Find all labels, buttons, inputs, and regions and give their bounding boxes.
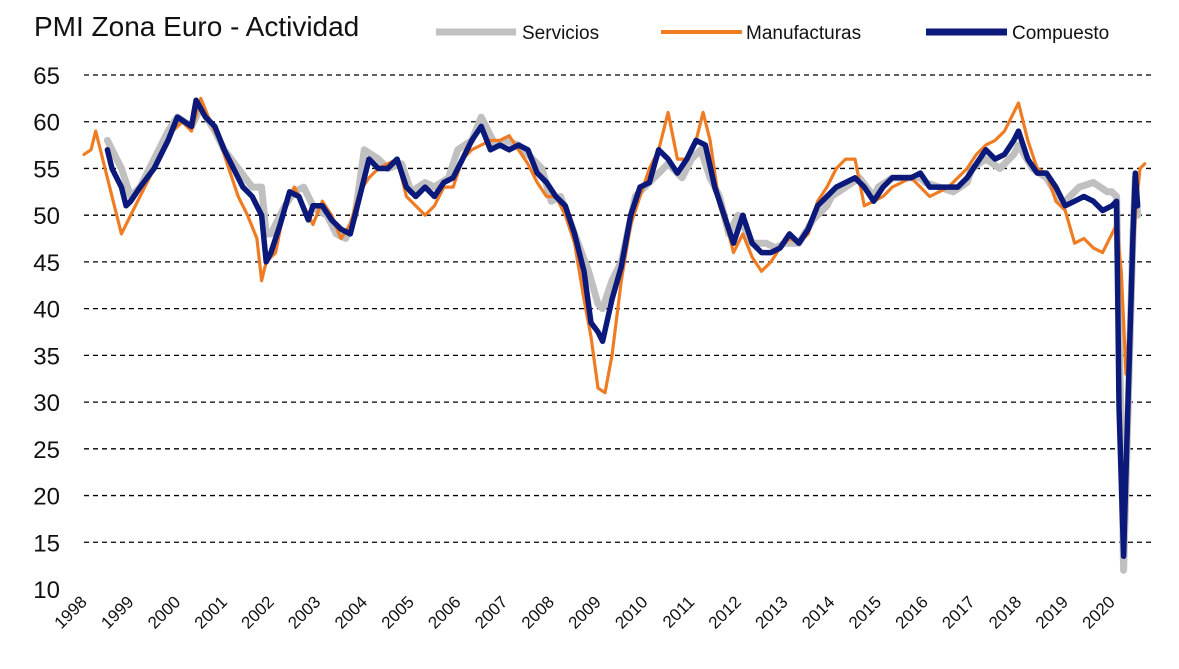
y-tick-label: 30	[33, 390, 60, 417]
gridlines	[84, 74, 1154, 543]
legend-label-compuesto: Compuesto	[1012, 23, 1109, 44]
y-tick-label: 65	[33, 63, 60, 90]
x-tick-label: 2006	[424, 592, 464, 632]
x-tick-label: 2010	[611, 592, 651, 632]
y-tick-label: 55	[33, 156, 60, 183]
x-tick-label: 2009	[565, 592, 605, 632]
x-tick-label: 2005	[378, 592, 418, 632]
y-tick-label: 10	[33, 577, 60, 604]
y-tick-label: 15	[33, 530, 60, 557]
x-tick-label: 2017	[938, 592, 978, 632]
y-tick-label: 20	[33, 484, 60, 511]
x-tick-label: 2015	[845, 592, 885, 632]
x-tick-label: 1999	[97, 592, 137, 632]
legend: Servicios Manufacturas Compuesto	[436, 23, 1109, 44]
series-line-manufacturas	[82, 96, 1147, 395]
x-tick-label: 2000	[144, 592, 184, 632]
legend-label-manufacturas: Manufacturas	[746, 23, 861, 44]
x-tick-label: 2007	[471, 592, 511, 632]
x-tick-label: 2001	[191, 592, 231, 632]
x-tick-label: 2012	[705, 592, 745, 632]
y-tick-label: 35	[33, 343, 60, 370]
x-tick-label: 2019	[1032, 592, 1072, 632]
x-tick-label: 2016	[892, 592, 932, 632]
y-tick-label: 40	[33, 297, 60, 324]
y-axis-ticks: 65 60 55 50 45 40 35 30 25 20 15 10	[33, 63, 60, 604]
x-axis-ticks: 1998 1999 2000 2001 2002 2003 2004 2005 2006 2007…	[51, 592, 1119, 632]
legend-label-servicios: Servicios	[522, 23, 599, 44]
series-line-servicios	[103, 104, 1142, 574]
x-tick-label: 2008	[518, 592, 558, 632]
x-tick-label: 2020	[1079, 592, 1119, 632]
y-tick-label: 25	[33, 437, 60, 464]
series-lines	[82, 96, 1147, 574]
chart-title: PMI Zona Euro - Actividad	[34, 11, 359, 42]
x-tick-label: 2018	[985, 592, 1025, 632]
x-tick-label: 2003	[284, 592, 324, 632]
y-tick-label: 60	[33, 110, 60, 137]
legend-item-servicios: Servicios	[436, 23, 599, 44]
x-tick-label: 2014	[798, 592, 838, 632]
x-tick-label: 2002	[238, 592, 278, 632]
y-tick-label: 50	[33, 203, 60, 230]
x-tick-label: 2004	[331, 592, 371, 632]
legend-item-compuesto: Compuesto	[926, 23, 1109, 44]
series-line-compuesto	[104, 97, 1141, 560]
y-tick-label: 45	[33, 250, 60, 277]
x-tick-label: 2011	[659, 592, 698, 631]
legend-item-manufacturas: Manufacturas	[661, 23, 861, 44]
x-tick-label: 2013	[752, 592, 792, 632]
